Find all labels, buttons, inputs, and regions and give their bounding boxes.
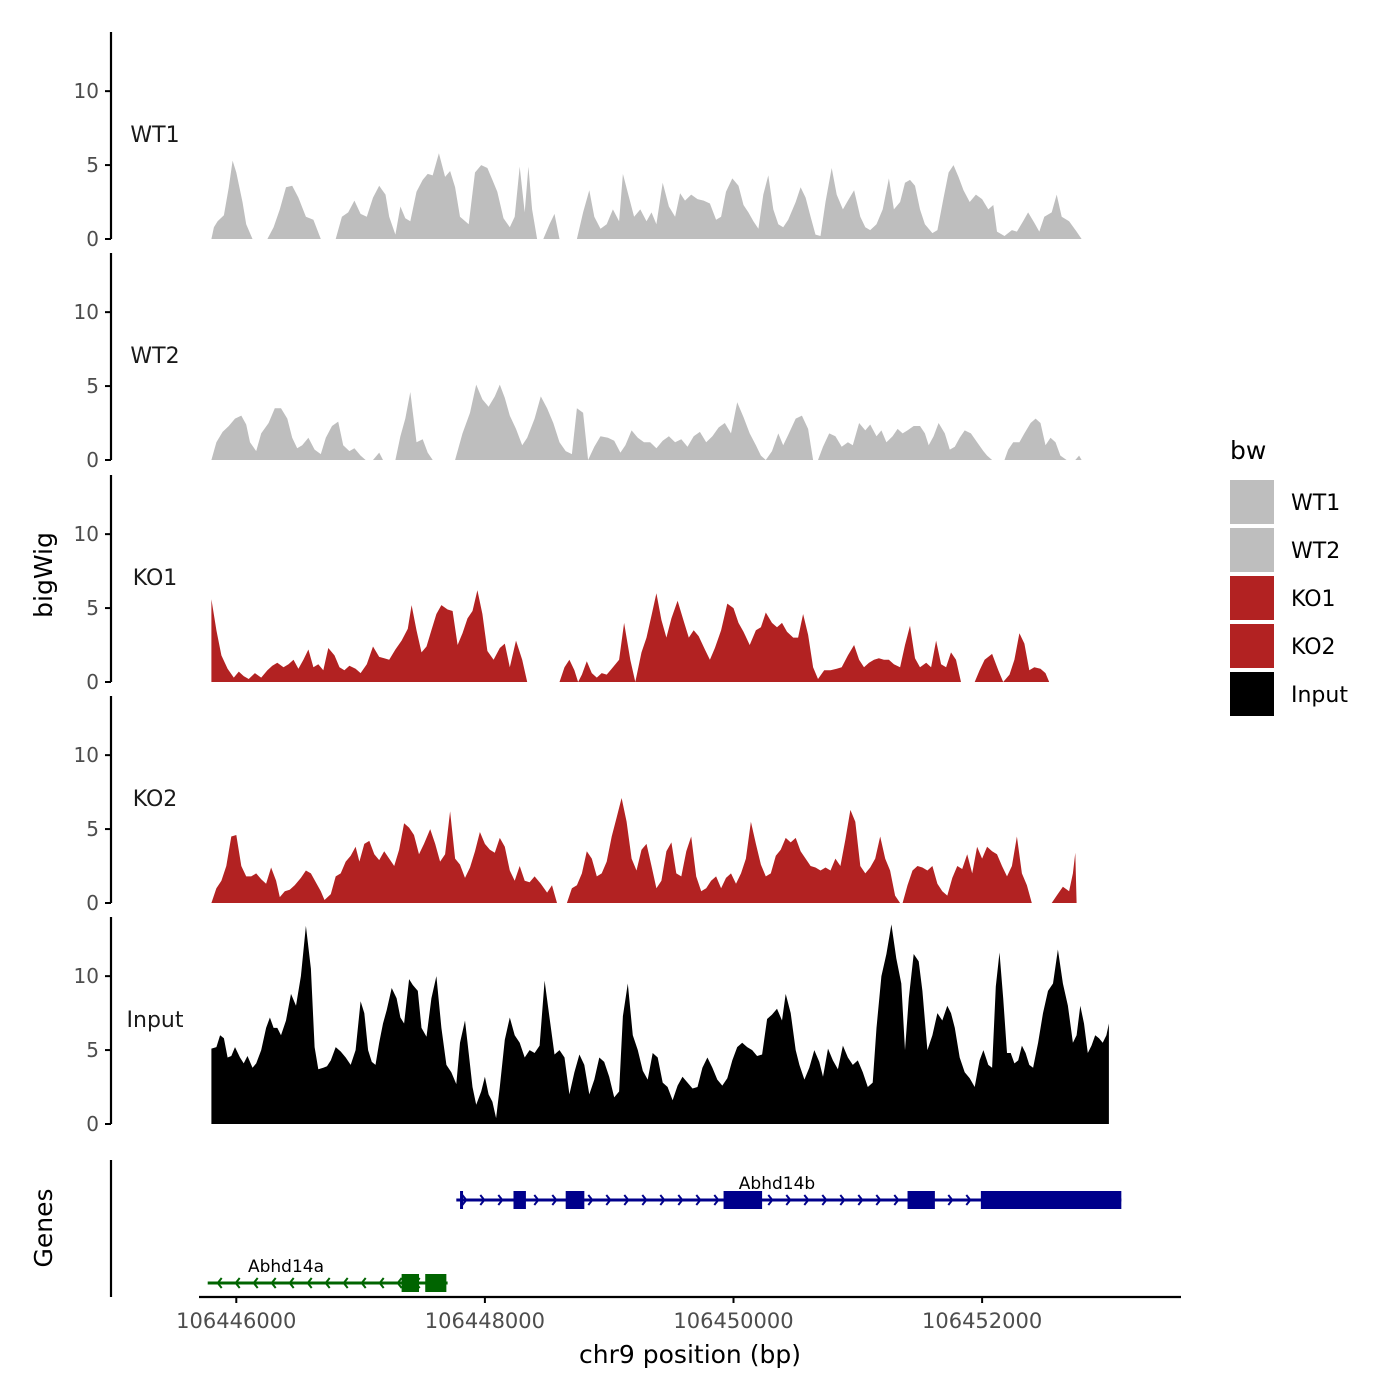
strand-arrow bbox=[551, 1194, 558, 1206]
legend-swatch bbox=[1230, 528, 1274, 572]
y-tick-label: 10 bbox=[74, 79, 99, 103]
x-tick-label: 106450000 bbox=[673, 1309, 793, 1333]
strand-arrow bbox=[875, 1194, 882, 1206]
legend-swatch bbox=[1230, 624, 1274, 668]
legend: bw WT1 WT2 KO1 KO2 Input bbox=[1230, 436, 1348, 716]
y-tick-label: 10 bbox=[74, 964, 99, 988]
y-tick-label: 0 bbox=[86, 448, 99, 472]
strand-arrow bbox=[497, 1194, 504, 1206]
strand-arrow bbox=[461, 1194, 468, 1206]
legend-entry-label: Input bbox=[1291, 683, 1348, 708]
y-tick-label: 0 bbox=[86, 891, 99, 915]
x-axis: 106446000 106448000 106450000 106452000 bbox=[176, 1295, 1181, 1333]
gene-abhd14b: Abhd14b bbox=[456, 1174, 1122, 1209]
y-tick-label: 5 bbox=[86, 374, 99, 398]
strand-arrow bbox=[785, 1194, 792, 1206]
strand-arrow bbox=[324, 1277, 331, 1289]
legend-swatch bbox=[1230, 672, 1274, 716]
legend-entry-label: KO2 bbox=[1291, 635, 1336, 660]
legend-swatch bbox=[1230, 576, 1274, 620]
gene-abhd14a: Abhd14a bbox=[207, 1257, 448, 1292]
strand-arrow bbox=[857, 1194, 864, 1206]
track-label: KO2 bbox=[133, 787, 178, 812]
strand-arrow bbox=[713, 1194, 720, 1206]
legend-entry-label: KO1 bbox=[1291, 587, 1336, 612]
y-tick-label: 0 bbox=[86, 1112, 99, 1136]
gene-exon bbox=[980, 1191, 1122, 1209]
signal-tracks: 0 5 10 WT1 0 5 10 WT2 0 5 10 KO1 0 5 10 KO2 0 5 10 Input bbox=[74, 32, 1109, 1136]
legend-entry-label: WT1 bbox=[1291, 491, 1340, 516]
gene-exon bbox=[565, 1191, 585, 1209]
strand-arrow bbox=[216, 1277, 223, 1289]
y-tick-label: 0 bbox=[86, 670, 99, 694]
strand-arrow bbox=[803, 1194, 810, 1206]
gene-exon bbox=[513, 1191, 526, 1209]
track-wt2: 0 5 10 WT2 bbox=[74, 253, 1082, 472]
signal-area bbox=[211, 384, 1082, 460]
strand-arrow bbox=[821, 1194, 828, 1206]
signal-area bbox=[211, 590, 1050, 682]
gene-label: Abhd14a bbox=[248, 1257, 324, 1277]
track-input: 0 5 10 Input bbox=[74, 917, 1109, 1136]
track-label: Input bbox=[127, 1008, 184, 1033]
signal-area bbox=[211, 153, 1082, 239]
track-label: KO1 bbox=[133, 566, 178, 591]
strand-arrow bbox=[234, 1277, 241, 1289]
y-tick-label: 5 bbox=[86, 1038, 99, 1062]
signal-area bbox=[211, 924, 1109, 1124]
x-tick-label: 106448000 bbox=[425, 1309, 545, 1333]
y-tick-label: 10 bbox=[74, 300, 99, 324]
genes-axis-label: Genes bbox=[29, 1188, 58, 1267]
strand-arrow bbox=[378, 1277, 385, 1289]
strand-arrow bbox=[677, 1194, 684, 1206]
track-label: WT1 bbox=[130, 123, 179, 148]
track-wt1: 0 5 10 WT1 bbox=[74, 32, 1082, 251]
x-tick-label: 106446000 bbox=[176, 1309, 296, 1333]
y-tick-label: 10 bbox=[74, 522, 99, 546]
x-axis-label: chr9 position (bp) bbox=[579, 1340, 801, 1369]
strand-arrow bbox=[479, 1194, 486, 1206]
strand-arrow bbox=[893, 1194, 900, 1206]
strand-arrow bbox=[623, 1194, 630, 1206]
strand-arrow bbox=[270, 1277, 277, 1289]
y-tick-label: 5 bbox=[86, 153, 99, 177]
strand-arrow bbox=[396, 1277, 403, 1289]
strand-arrow bbox=[965, 1194, 972, 1206]
strand-arrow bbox=[342, 1277, 349, 1289]
strand-arrow bbox=[360, 1277, 367, 1289]
strand-arrow bbox=[288, 1277, 295, 1289]
strand-arrow bbox=[839, 1194, 846, 1206]
track-ko1: 0 5 10 KO1 bbox=[74, 475, 1050, 694]
strand-arrow bbox=[533, 1194, 540, 1206]
track-ko2: 0 5 10 KO2 bbox=[74, 696, 1077, 915]
strand-arrow bbox=[695, 1194, 702, 1206]
strand-arrow bbox=[767, 1194, 774, 1206]
gene-exon bbox=[425, 1274, 447, 1292]
strand-arrow bbox=[306, 1277, 313, 1289]
gene-exon bbox=[460, 1191, 464, 1209]
y-tick-label: 5 bbox=[86, 817, 99, 841]
legend-entry-label: WT2 bbox=[1291, 539, 1340, 564]
legend-swatch bbox=[1230, 480, 1274, 524]
gene-label: Abhd14b bbox=[739, 1174, 815, 1194]
strand-arrow bbox=[641, 1194, 648, 1206]
strand-arrow bbox=[659, 1194, 666, 1206]
gene-annotation-panel: Abhd14b Abhd14a bbox=[109, 1160, 1122, 1297]
gene-exon bbox=[907, 1191, 935, 1209]
y-tick-label: 0 bbox=[86, 227, 99, 251]
signal-area bbox=[211, 798, 1077, 903]
gene-exon bbox=[401, 1274, 420, 1292]
legend-title: bw bbox=[1230, 436, 1266, 465]
strand-arrow bbox=[252, 1277, 259, 1289]
y-tick-label: 10 bbox=[74, 743, 99, 767]
strand-arrow bbox=[605, 1194, 612, 1206]
track-label: WT2 bbox=[130, 344, 179, 369]
y-axis-label: bigWig bbox=[29, 532, 58, 618]
gene-exon bbox=[723, 1191, 763, 1209]
y-tick-label: 5 bbox=[86, 596, 99, 620]
strand-arrow bbox=[947, 1194, 954, 1206]
x-tick-label: 106452000 bbox=[922, 1309, 1042, 1333]
strand-arrow bbox=[587, 1194, 594, 1206]
